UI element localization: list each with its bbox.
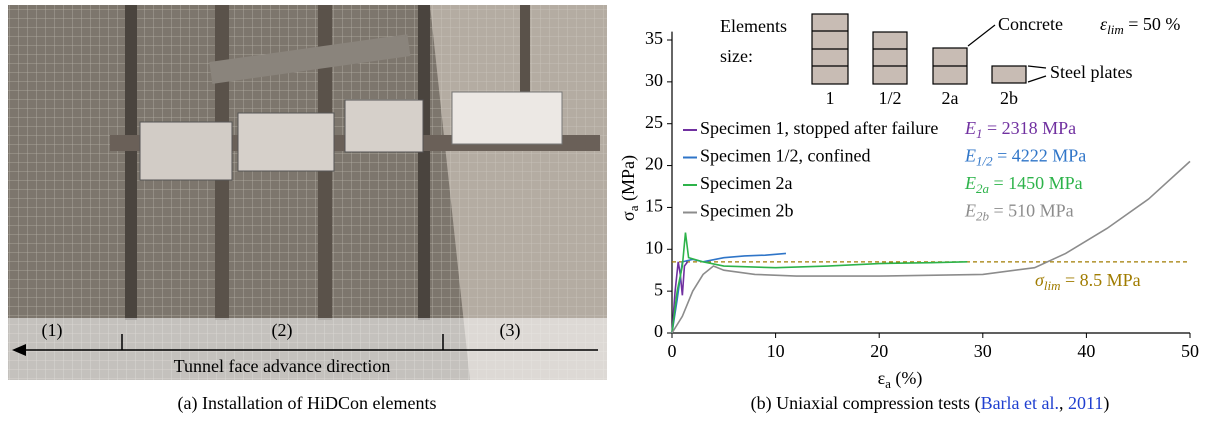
caption-text: )	[1103, 393, 1109, 414]
subscript: lim	[1044, 278, 1061, 293]
annotation: E2a = 1450 MPa	[964, 173, 1083, 196]
y-axis-label: σa (MPa)	[618, 155, 641, 221]
subscript: 1	[976, 126, 983, 141]
y-tick-label: 30	[645, 70, 663, 90]
annotation: E1/2 = 4222 MPa	[964, 146, 1086, 169]
value-text: = 4222 MPa	[993, 146, 1087, 166]
subscript: 2b	[976, 208, 990, 223]
symbol: ε	[1100, 14, 1108, 34]
symbol: E	[964, 201, 976, 221]
value-text: = 8.5 MPa	[1061, 270, 1141, 290]
steel-label: Steel plates	[1050, 62, 1132, 82]
citation-author[interactable]: Barla et al.	[981, 393, 1059, 413]
symbol: σ	[1035, 270, 1045, 290]
data-line	[671, 232, 968, 334]
element-label: 2b	[1000, 88, 1018, 108]
value-text: = 2318 MPa	[983, 118, 1077, 138]
subscript: 2a	[976, 181, 990, 196]
element-label: 1/2	[878, 88, 901, 108]
annotation: E1 = 2318 MPa	[964, 118, 1076, 141]
x-tick-label: 30	[974, 341, 992, 361]
x-tick-label: 40	[1077, 341, 1095, 361]
arrow-label: Tunnel face advance direction	[174, 356, 391, 376]
subscript: a	[885, 376, 891, 391]
element-label: 1	[826, 88, 835, 108]
caption: (a) Installation of HiDCon elements	[178, 393, 437, 414]
symbol: E	[964, 118, 976, 138]
caption: (b) Uniaxial compression tests (Barla et…	[751, 393, 1110, 414]
chart: 0 10 20 30 40 50 0 5 10 15 20 25 30 35 σlim = 8.5 MPa S…	[645, 28, 1199, 361]
zone-label: (2)	[272, 320, 293, 341]
value-text: = 50 %	[1124, 14, 1181, 34]
element-label: 2a	[942, 88, 959, 108]
unit: (%)	[891, 368, 922, 389]
value-text: = 1450 MPa	[989, 173, 1083, 193]
x-tick-label: 50	[1181, 341, 1199, 361]
citation-year[interactable]: 2011	[1068, 393, 1103, 413]
concrete-label: Concrete	[998, 14, 1063, 34]
subscript: lim	[1107, 22, 1124, 37]
y-tick-label: 35	[645, 28, 663, 48]
symbol: E	[964, 146, 976, 166]
x-tick-label: 10	[767, 341, 785, 361]
caption-text: (b) Uniaxial compression tests (	[751, 393, 981, 414]
annotation: σlim = 8.5 MPa	[1035, 270, 1141, 293]
annotation: E2b = 510 MPa	[964, 201, 1074, 224]
x-tick-label: 20	[870, 341, 888, 361]
strain-limit: εlim = 50 %	[1100, 14, 1180, 37]
zone-label: (1)	[42, 320, 63, 341]
symbol: E	[964, 173, 976, 193]
data-line	[671, 160, 1191, 334]
legend-label: Specimen 1/2, confined	[700, 146, 870, 166]
y-tick-label: 25	[645, 112, 663, 132]
photo	[8, 5, 607, 380]
x-axis-label: εa (%)	[878, 368, 923, 391]
caption-text: ,	[1059, 393, 1068, 413]
legend-label: Specimen 1, stopped after failure	[700, 118, 938, 138]
x-tick-label: 0	[668, 341, 677, 361]
symbol: σ	[618, 211, 638, 221]
y-tick-label: 0	[654, 321, 663, 341]
y-tick-label: 20	[645, 154, 663, 174]
symbol: ε	[878, 368, 886, 388]
element-icons	[811, 13, 1047, 85]
legend-label: Specimen 2a	[700, 173, 792, 193]
zone-label: (3)	[500, 320, 521, 341]
legend-label: Specimen 2b	[700, 201, 793, 221]
inset-title: size:	[720, 46, 753, 66]
subscript: a	[626, 205, 641, 211]
inset-title: Elements	[720, 16, 787, 36]
y-tick-label: 15	[645, 196, 663, 216]
value-text: = 510 MPa	[989, 201, 1074, 221]
y-tick-label: 5	[654, 279, 663, 299]
unit: (MPa)	[618, 155, 639, 206]
y-tick-label: 10	[645, 237, 663, 257]
subscript: 1/2	[976, 153, 993, 168]
